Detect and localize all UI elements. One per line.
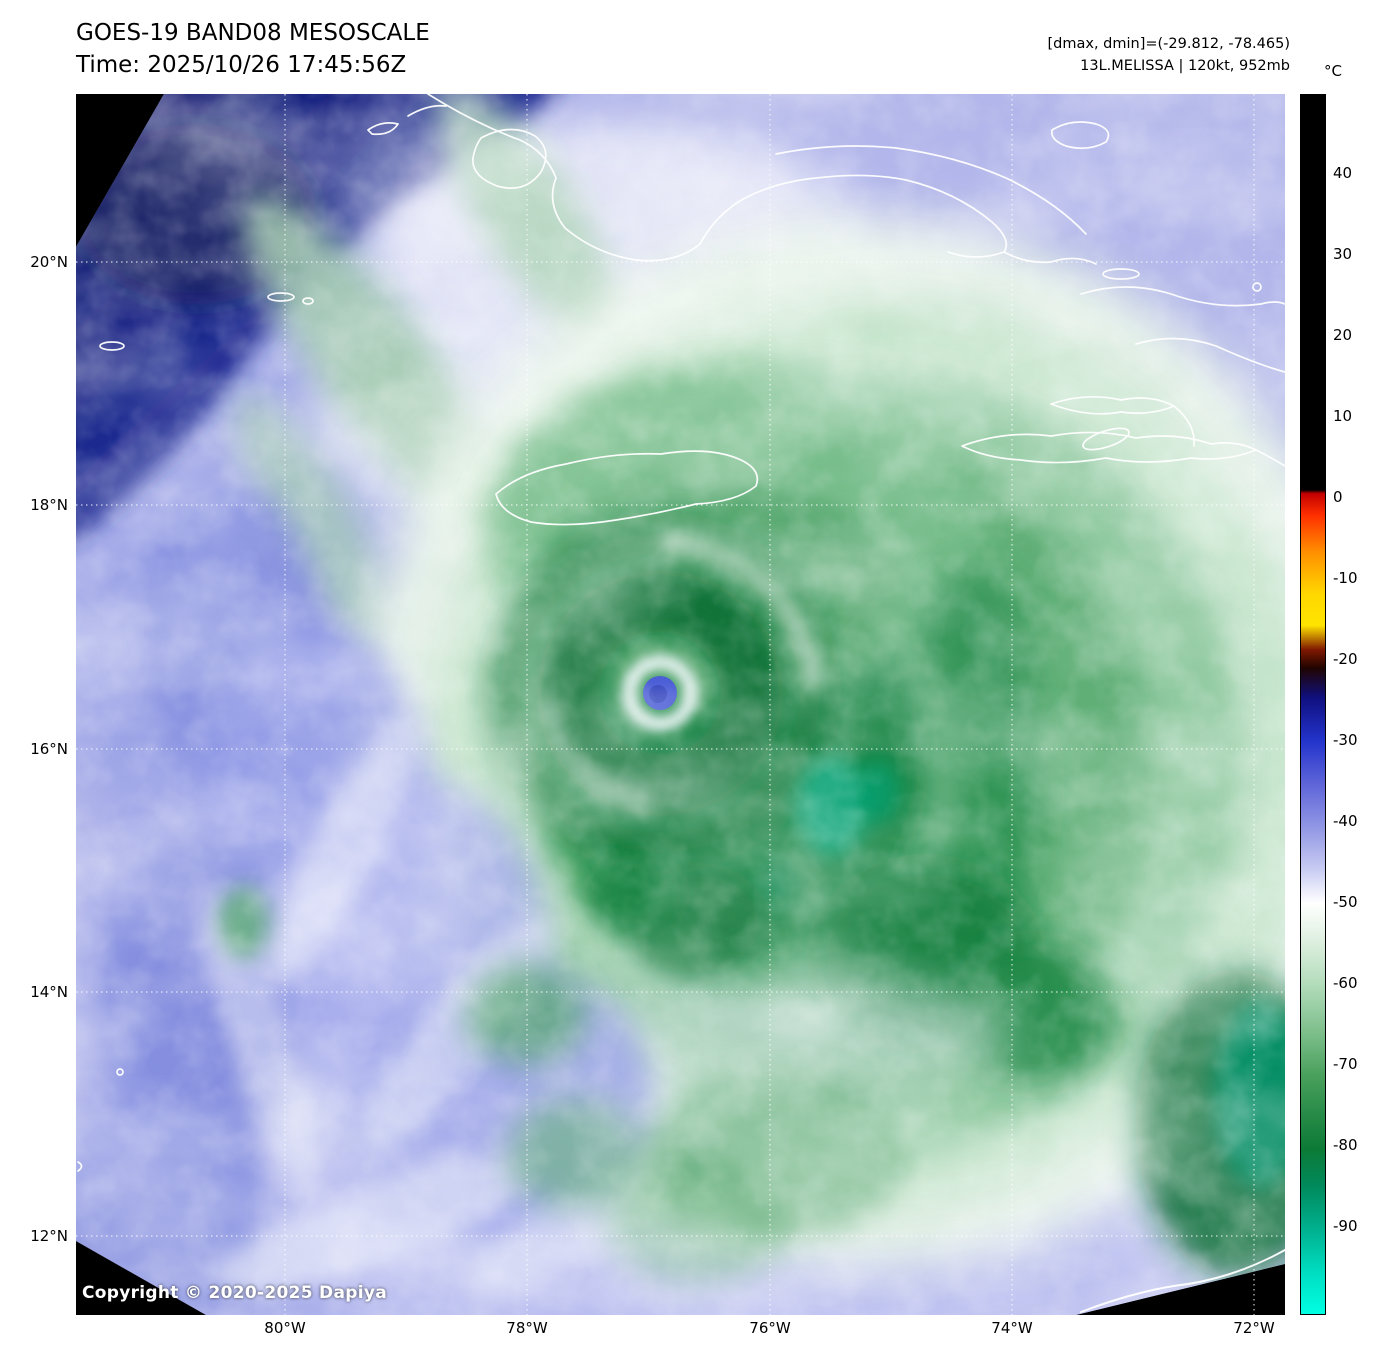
satellite-map: Copyright © 2020-2025 Dapiya (76, 94, 1285, 1315)
colorbar-tick: 40 (1333, 164, 1353, 182)
lat-label-14n: 14°N (30, 983, 68, 1001)
lon-label-78w: 78°W (506, 1319, 548, 1337)
colorbar (1300, 94, 1326, 1315)
colorbar-tick: -50 (1333, 893, 1358, 911)
colorbar-tick: -70 (1333, 1055, 1358, 1073)
lat-label-16n: 16°N (30, 740, 68, 758)
colorbar-tick: -20 (1333, 650, 1358, 668)
storm-info-annotation: 13L.MELISSA | 120kt, 952mb (1080, 58, 1290, 74)
colorbar-tick: 30 (1333, 245, 1353, 263)
product-title: GOES-19 BAND08 MESOSCALE (76, 20, 430, 46)
colorbar-tick: -10 (1333, 569, 1358, 587)
satellite-image (76, 94, 1285, 1315)
colorbar-tick: 0 (1333, 488, 1343, 506)
colorbar-tick: -30 (1333, 731, 1358, 749)
colorbar-tick: -40 (1333, 812, 1358, 830)
colorbar-tick: -80 (1333, 1136, 1358, 1154)
colorbar-tick: -60 (1333, 974, 1358, 992)
coastlines (77, 94, 1285, 1313)
copyright-label: Copyright © 2020-2025 Dapiya (82, 1283, 387, 1303)
colorbar-tick: 20 (1333, 326, 1353, 344)
lon-label-80w: 80°W (264, 1319, 306, 1337)
lon-label-74w: 74°W (991, 1319, 1033, 1337)
lat-label-12n: 12°N (30, 1227, 68, 1245)
colorbar-tick: 10 (1333, 407, 1353, 425)
lat-label-20n: 20°N (30, 253, 68, 271)
lon-label-76w: 76°W (749, 1319, 791, 1337)
lat-label-18n: 18°N (30, 496, 68, 514)
dmax-dmin-annotation: [dmax, dmin]=(-29.812, -78.465) (1047, 36, 1291, 52)
lon-label-72w: 72°W (1233, 1319, 1275, 1337)
colorbar-unit-label: °C (1324, 62, 1342, 80)
colorbar-tick: -90 (1333, 1217, 1358, 1235)
imagery-layer (76, 94, 1285, 1315)
timestamp-label: Time: 2025/10/26 17:45:56Z (76, 52, 407, 78)
graticule-gridlines (76, 94, 1285, 1315)
